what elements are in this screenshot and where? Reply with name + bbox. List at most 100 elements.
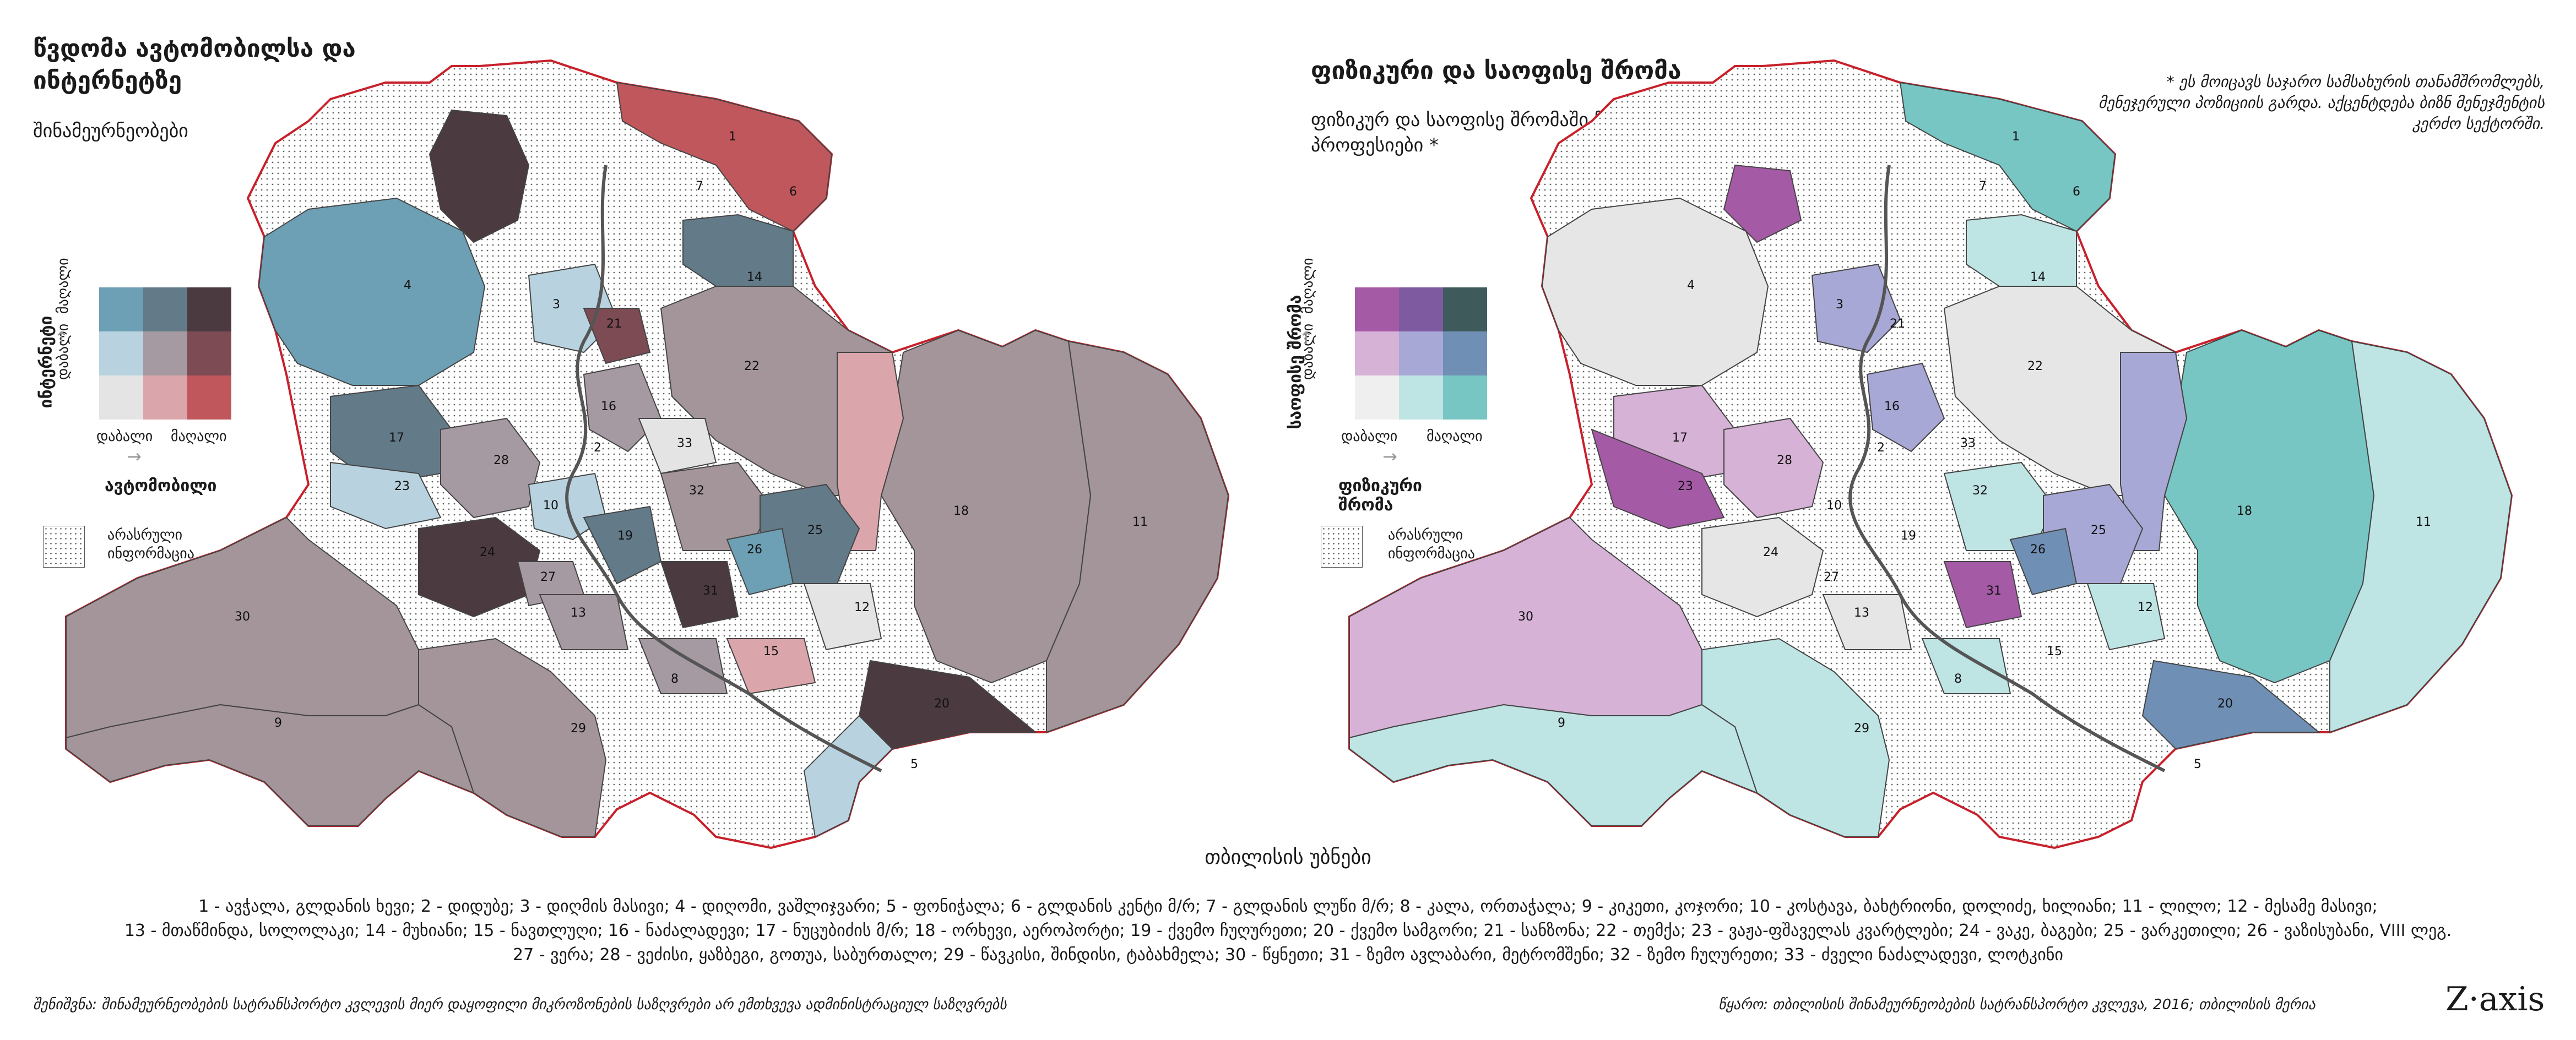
legend-cell-8 — [187, 375, 231, 420]
district-label-31: 31 — [703, 584, 718, 598]
legend-cell-2 — [187, 287, 231, 331]
right-legend-x-title: ფიზიკური შრომა — [1338, 476, 1422, 515]
district-label-7: 7 — [1979, 179, 1987, 193]
district-4-area — [1541, 197, 1769, 386]
right-legend-matrix — [1355, 287, 1487, 420]
district-3-area — [1811, 263, 1901, 353]
district-18-pink — [837, 352, 904, 551]
district-label-30: 30 — [235, 610, 250, 624]
district-26-area — [726, 527, 794, 596]
district-16-area — [1866, 362, 1945, 453]
district-29-area — [418, 638, 607, 837]
district-12-area — [2086, 583, 2166, 651]
district-21-area — [583, 308, 651, 364]
district-label-10: 10 — [543, 499, 558, 513]
district-14-area — [1966, 214, 2077, 287]
district-label-12: 12 — [854, 601, 870, 614]
left-legend-matrix — [99, 287, 231, 420]
district-31-area — [1943, 561, 2022, 629]
district-label-11: 11 — [1132, 515, 1148, 529]
right-arrow-icon: → — [127, 446, 142, 467]
left-legend-x-low: დაბალი — [96, 428, 153, 445]
district-label-20: 20 — [934, 697, 950, 711]
district-label-33: 33 — [677, 437, 692, 450]
district-label-22: 22 — [2027, 360, 2043, 373]
district-label-19: 19 — [1901, 529, 1916, 543]
district-label-17: 17 — [1672, 431, 1688, 445]
legend-cell-4 — [1399, 331, 1443, 375]
district-label-8: 8 — [1954, 672, 1962, 686]
district-label-9: 9 — [274, 716, 282, 730]
river — [1848, 165, 2166, 772]
district-label-17: 17 — [389, 431, 404, 445]
district-label-4: 4 — [404, 279, 411, 292]
source-note: წყარო: თბილისის შინამეურნეობების სატრანს… — [1718, 997, 2315, 1013]
district-label-30: 30 — [1518, 610, 1533, 624]
district-label-3: 3 — [1836, 298, 1843, 312]
district-label-20: 20 — [2217, 697, 2233, 711]
left-map-shapes — [65, 59, 1230, 850]
district-12-area — [803, 583, 882, 651]
district-label-18: 18 — [953, 504, 969, 518]
district-label-29: 29 — [571, 722, 586, 736]
river — [565, 165, 882, 772]
district-label-13: 13 — [571, 606, 586, 620]
district-label-7: 7 — [696, 179, 703, 193]
district-15-area — [726, 638, 816, 695]
district-label-3: 3 — [552, 298, 560, 312]
right-no-info-label: არასრული ინფორმაცია — [1388, 527, 1475, 562]
district-label-14: 14 — [747, 270, 762, 284]
legend-cell-5 — [1443, 331, 1487, 375]
district-label-27: 27 — [540, 570, 556, 584]
district-label-19: 19 — [617, 529, 633, 543]
right-map-title: ფიზიკური და საოფისე შრომა — [1311, 57, 1682, 85]
legend-cell-1 — [1399, 287, 1443, 331]
district-label-15: 15 — [763, 645, 779, 658]
district-label-1: 1 — [2012, 130, 2020, 144]
district-31-area — [660, 561, 739, 629]
district-label-26: 26 — [747, 543, 762, 557]
up-arrow-icon: ↑ — [54, 328, 69, 349]
legend-cell-6 — [99, 375, 143, 420]
district-label-24: 24 — [1763, 546, 1778, 559]
districts-legend-line-1: 1 - ავჭალა, გლდანის ხევი; 2 - დიდუბე; 3 … — [198, 897, 2378, 916]
district-24-area — [1701, 516, 1824, 618]
right-bivariate-legend: საოფისე შრომა დაბალი მაღალი ↑ დაბალი მაღ… — [1261, 258, 1487, 518]
left-map-title: წვდომა ავტომობილსა და ინტერნეტზე — [33, 35, 356, 95]
legend-cell-7 — [1399, 375, 1443, 420]
district-label-28: 28 — [493, 454, 509, 467]
district-13-area — [1822, 594, 1912, 650]
district-8-area — [1921, 638, 2011, 694]
district-label-12: 12 — [2138, 601, 2153, 614]
legend-cell-4 — [143, 331, 187, 375]
district-label-21: 21 — [1890, 317, 1905, 331]
district-label-15: 15 — [2047, 645, 2062, 658]
left-legend-x-high: მაღალი — [171, 428, 227, 445]
district-label-18: 18 — [2237, 504, 2252, 518]
district-label-10: 10 — [1826, 499, 1842, 513]
district-label-1: 1 — [729, 130, 736, 144]
legend-cell-6 — [1355, 375, 1399, 420]
districts-legend-line-3: 27 - ვერა; 28 - ვეძისი, ყაზბეგი, გოთუა, … — [513, 945, 2063, 965]
district-label-27: 27 — [1824, 570, 1839, 584]
left-no-info-label: არასრული ინფორმაცია — [107, 527, 194, 562]
right-district-map: 1234567891011121314151617181920212223242… — [1348, 59, 2513, 850]
district-14-area — [682, 214, 794, 287]
district-8-area — [638, 638, 728, 694]
legend-cell-8 — [1443, 375, 1487, 420]
district-11-area — [2329, 340, 2513, 733]
district-4-area — [258, 197, 486, 386]
district-11-area — [1046, 340, 1229, 733]
district-label-16: 16 — [1884, 400, 1900, 413]
district-label-29: 29 — [1854, 722, 1869, 736]
legend-cell-0 — [99, 287, 143, 331]
district-20-area — [2141, 660, 2320, 750]
legend-cell-3 — [1355, 331, 1399, 375]
district-label-28: 28 — [1777, 454, 1792, 467]
district-label-16: 16 — [601, 400, 616, 413]
district-label-2: 2 — [1877, 441, 1885, 455]
district-label-2: 2 — [594, 441, 601, 455]
right-district-labels: 1234567891011121314151617181920212223242… — [1518, 130, 2431, 771]
district-23-area — [1591, 428, 1725, 530]
right-legend-x-low: დაბალი — [1341, 428, 1398, 445]
